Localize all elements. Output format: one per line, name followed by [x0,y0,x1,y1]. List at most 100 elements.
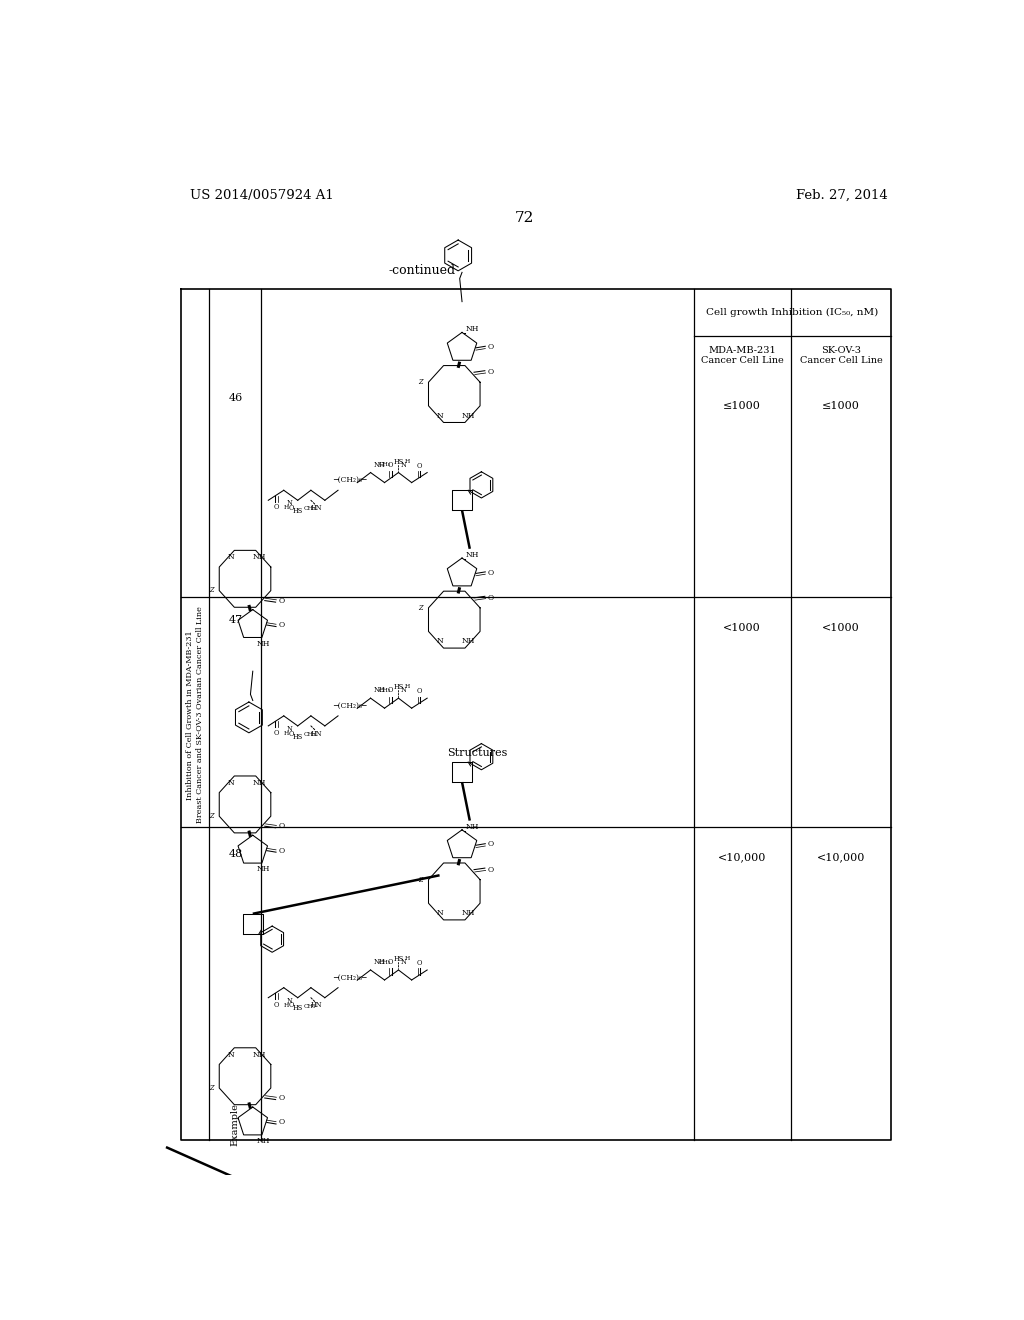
Text: O: O [488,594,495,602]
Text: N: N [437,638,443,645]
Text: H: H [284,506,289,511]
Text: O: O [279,1118,285,1126]
Text: NH: NH [466,325,479,334]
Text: 72: 72 [515,211,535,226]
Text: <1000: <1000 [822,623,860,634]
Text: O: O [388,958,393,966]
Text: O: O [289,730,294,738]
Text: O: O [487,569,494,577]
Text: H: H [284,1003,289,1008]
Text: NH: NH [257,865,270,873]
Text: O: O [279,597,285,605]
Text: O: O [279,822,285,830]
Text: O: O [487,841,494,849]
Text: HN: HN [310,1002,323,1010]
Text: <10,000: <10,000 [718,853,766,862]
Text: CH₃: CH₃ [379,960,390,965]
Text: NH: NH [374,461,385,469]
Text: Z: Z [419,379,423,387]
Text: HS: HS [393,956,403,964]
Text: NH: NH [252,779,265,787]
Text: N: N [287,499,292,507]
Text: O: O [488,368,495,376]
Text: ─(CH₂)₆─: ─(CH₂)₆─ [333,477,367,484]
Text: US 2014/0057924 A1: US 2014/0057924 A1 [190,189,334,202]
Text: Example: Example [230,1104,240,1146]
Text: N: N [401,686,407,694]
Text: <10,000: <10,000 [817,853,865,862]
Text: NH: NH [462,638,475,645]
Text: 48: 48 [228,849,243,859]
Text: Z: Z [209,812,214,820]
Text: HS: HS [293,1005,303,1012]
Text: N: N [227,1051,234,1059]
Text: -continued: -continued [389,264,456,277]
Text: Z: Z [419,876,423,884]
Text: CH₃: CH₃ [303,731,315,737]
Text: HS: HS [293,733,303,741]
Text: O: O [417,688,422,696]
Text: CH₃: CH₃ [303,1003,315,1008]
Text: HN: HN [310,504,323,512]
Text: 46: 46 [228,393,243,403]
Text: H: H [404,458,410,463]
Text: N: N [437,412,443,420]
Text: Z: Z [419,605,423,612]
Text: ─(CH₂)₆─: ─(CH₂)₆─ [333,974,367,982]
Text: ≤1000: ≤1000 [723,401,761,412]
Text: HN: HN [310,730,323,738]
Text: NH: NH [252,1051,265,1059]
Text: N: N [401,461,407,469]
Text: ─(CH₂)₆─: ─(CH₂)₆─ [333,702,367,710]
Text: Structures: Structures [447,748,508,758]
Text: H: H [404,684,410,689]
Text: O: O [289,1002,294,1010]
Text: HS: HS [293,507,303,515]
Text: N: N [437,909,443,917]
Text: Z: Z [209,586,214,594]
Text: H: H [284,731,289,737]
Text: O: O [273,1001,279,1008]
Text: MDA-MB-231
Cancer Cell Line: MDA-MB-231 Cancer Cell Line [700,346,783,366]
Text: NH: NH [374,958,385,966]
Text: O: O [388,686,393,694]
Text: H: H [404,956,410,961]
Text: CH₃: CH₃ [379,462,390,467]
Text: CH₃: CH₃ [303,507,315,511]
Text: <1000: <1000 [723,623,761,634]
Text: N: N [401,958,407,966]
Text: NH: NH [462,412,475,420]
Text: O: O [417,960,422,968]
Text: NH: NH [466,550,479,558]
Text: O: O [488,866,495,874]
Text: CH₃: CH₃ [379,688,390,693]
Text: ≤1000: ≤1000 [822,401,860,412]
Text: O: O [279,846,285,854]
Text: O: O [388,461,393,469]
Text: NH: NH [466,822,479,830]
Text: Inhibition of Cell Growth in MDA-MB-231
Breast Cancer and SK-OV-3 Ovarian Cancer: Inhibition of Cell Growth in MDA-MB-231 … [186,606,204,824]
Text: NH: NH [462,909,475,917]
Text: SK-OV-3
Cancer Cell Line: SK-OV-3 Cancer Cell Line [800,346,883,366]
Text: NH: NH [374,686,385,694]
Text: N: N [287,997,292,1005]
Text: N: N [227,779,234,787]
Text: N: N [227,553,234,561]
Text: NH: NH [252,553,265,561]
Text: Feb. 27, 2014: Feb. 27, 2014 [796,189,888,202]
Text: O: O [279,1094,285,1102]
Text: O: O [273,503,279,511]
Text: O: O [417,462,422,470]
Text: NH: NH [257,1137,270,1144]
Text: 47: 47 [228,615,243,626]
Text: HS: HS [393,458,403,466]
Text: HS: HS [393,684,403,692]
Text: O: O [289,504,294,512]
Text: O: O [487,343,494,351]
Text: O: O [279,620,285,630]
Text: NH: NH [257,639,270,648]
Text: O: O [273,729,279,737]
Text: Cell growth Inhibition (IC₅₀, nM): Cell growth Inhibition (IC₅₀, nM) [707,308,879,317]
Text: N: N [287,725,292,733]
Text: Z: Z [209,1084,214,1092]
